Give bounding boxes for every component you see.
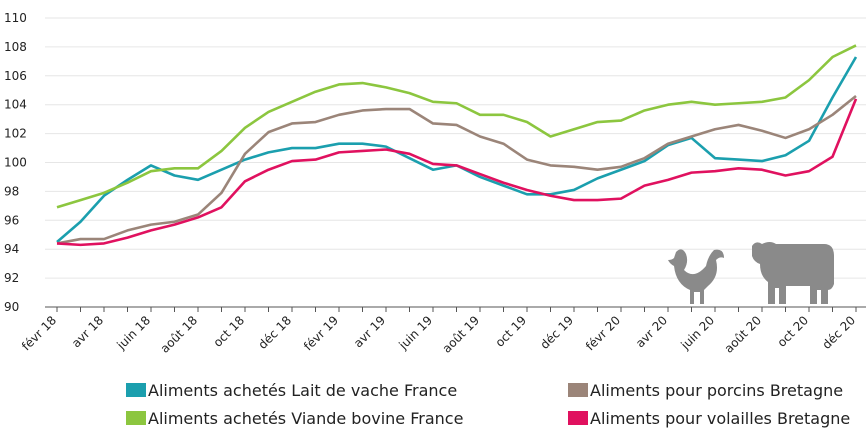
x-tick-label: déc 18 — [255, 313, 294, 352]
legend-label: Aliments achetés Viande bovine France — [148, 409, 463, 428]
x-tick-label: oct 19 — [493, 313, 530, 350]
x-tick-label: févr 18 — [19, 313, 59, 353]
x-tick-label: juin 19 — [396, 313, 436, 353]
x-tick-label: oct 18 — [211, 313, 248, 350]
y-tick-label: 104 — [4, 98, 27, 112]
y-tick-label: 92 — [4, 271, 19, 285]
x-tick-label: août 18 — [158, 313, 200, 355]
legend-label: Aliments pour volailles Bretagne — [590, 409, 850, 428]
x-tick-label: avr 18 — [69, 313, 106, 350]
x-tick-label: févr 20 — [583, 313, 623, 353]
x-tick-label: juin 18 — [114, 313, 154, 353]
y-tick-label: 96 — [4, 213, 19, 227]
series-line — [56, 56, 858, 243]
x-tick-label: août 20 — [722, 313, 764, 355]
legend-swatch — [126, 383, 146, 397]
legend-swatch — [568, 383, 588, 397]
y-tick-label: 110 — [4, 11, 27, 25]
legend-label: Aliments achetés Lait de vache France — [148, 381, 457, 400]
cattle-icon — [752, 242, 834, 304]
x-tick-label: juin 20 — [678, 313, 718, 353]
plot: 90 92 94 96 98 100 102 104 106 108 110 févr 18 avr 1… — [4, 11, 866, 428]
y-tick-label: 98 — [4, 184, 19, 198]
x-tick-label: avr 20 — [633, 313, 670, 350]
x-tick-label: août 19 — [440, 313, 482, 355]
y-tick-label: 106 — [4, 69, 27, 83]
series-line — [56, 95, 857, 245]
y-tick-label: 100 — [4, 156, 27, 170]
legend-swatch — [126, 411, 146, 425]
series-line — [56, 44, 857, 209]
y-tick-label: 108 — [4, 40, 27, 54]
x-tick-label: avr 19 — [351, 313, 388, 350]
legend-label: Aliments pour porcins Bretagne — [590, 381, 843, 400]
y-tick-label: 90 — [4, 300, 19, 314]
y-tick-label: 102 — [4, 127, 27, 141]
x-tick-label: févr 19 — [301, 313, 341, 353]
y-tick-label: 94 — [4, 242, 19, 256]
poultry-icon — [668, 249, 724, 304]
x-tick-label: déc 19 — [537, 313, 576, 352]
series-line — [56, 98, 858, 247]
x-tick-label: oct 20 — [775, 313, 812, 350]
x-tick-label: déc 20 — [819, 313, 858, 352]
legend-swatch — [568, 411, 588, 425]
